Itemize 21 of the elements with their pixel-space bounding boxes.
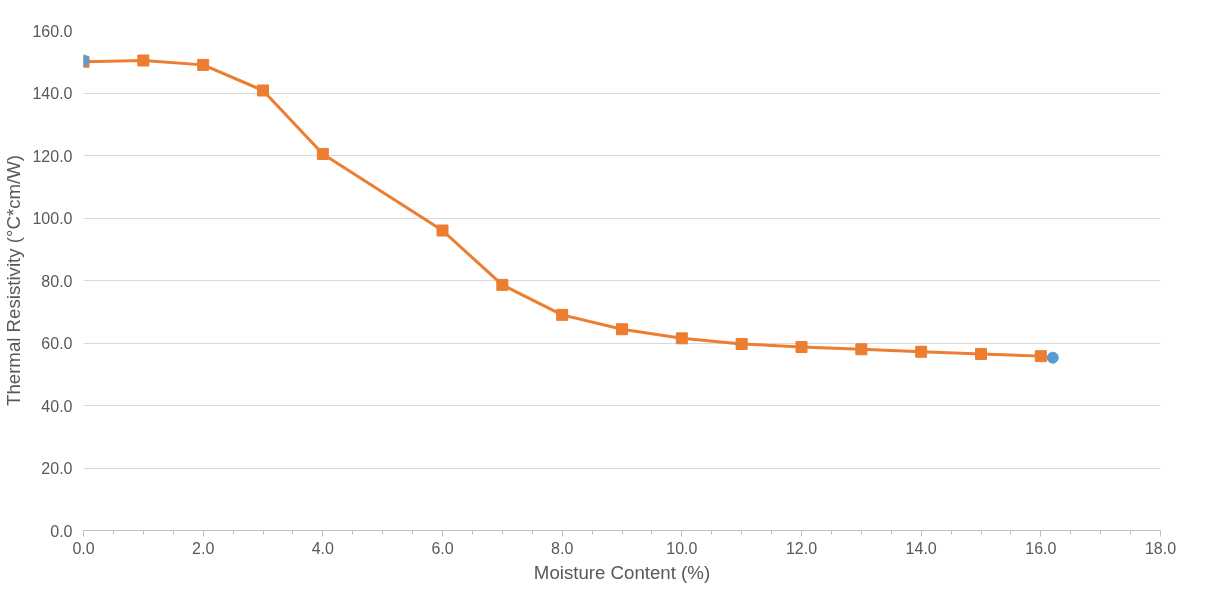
y-tick-label: 100.0 — [32, 210, 73, 227]
x-tick-label: 16.0 — [1025, 539, 1057, 557]
x-tick-label: 18.0 — [1144, 539, 1177, 557]
y-tick-label: 0.0 — [50, 522, 73, 540]
x-tick-label: 0.0 — [72, 539, 95, 557]
y-tick-label: 80.0 — [41, 272, 73, 290]
x-tick-label: 2.0 — [192, 539, 215, 557]
x-tick-label: 14.0 — [905, 539, 937, 557]
y-tick-label: 160.0 — [32, 22, 73, 40]
x-tick-label: 4.0 — [311, 539, 335, 557]
y-tick-label: 60.0 — [41, 335, 73, 352]
x-tick-label: 12.0 — [785, 539, 818, 557]
y-tick-label: 120.0 — [32, 147, 73, 165]
y-axis-title: Thermal Resistivity (°C*cm/W) — [3, 154, 25, 407]
x-axis-title: Moisture Content (%) — [533, 561, 711, 583]
y-tick-label: 20.0 — [41, 460, 73, 477]
y-tick-label: 140.0 — [32, 85, 73, 102]
x-tick-label: 8.0 — [551, 539, 574, 557]
x-tick-label: 10.0 — [666, 539, 698, 557]
x-tick-label: 6.0 — [431, 539, 454, 557]
y-tick-label: 40.0 — [41, 397, 73, 415]
